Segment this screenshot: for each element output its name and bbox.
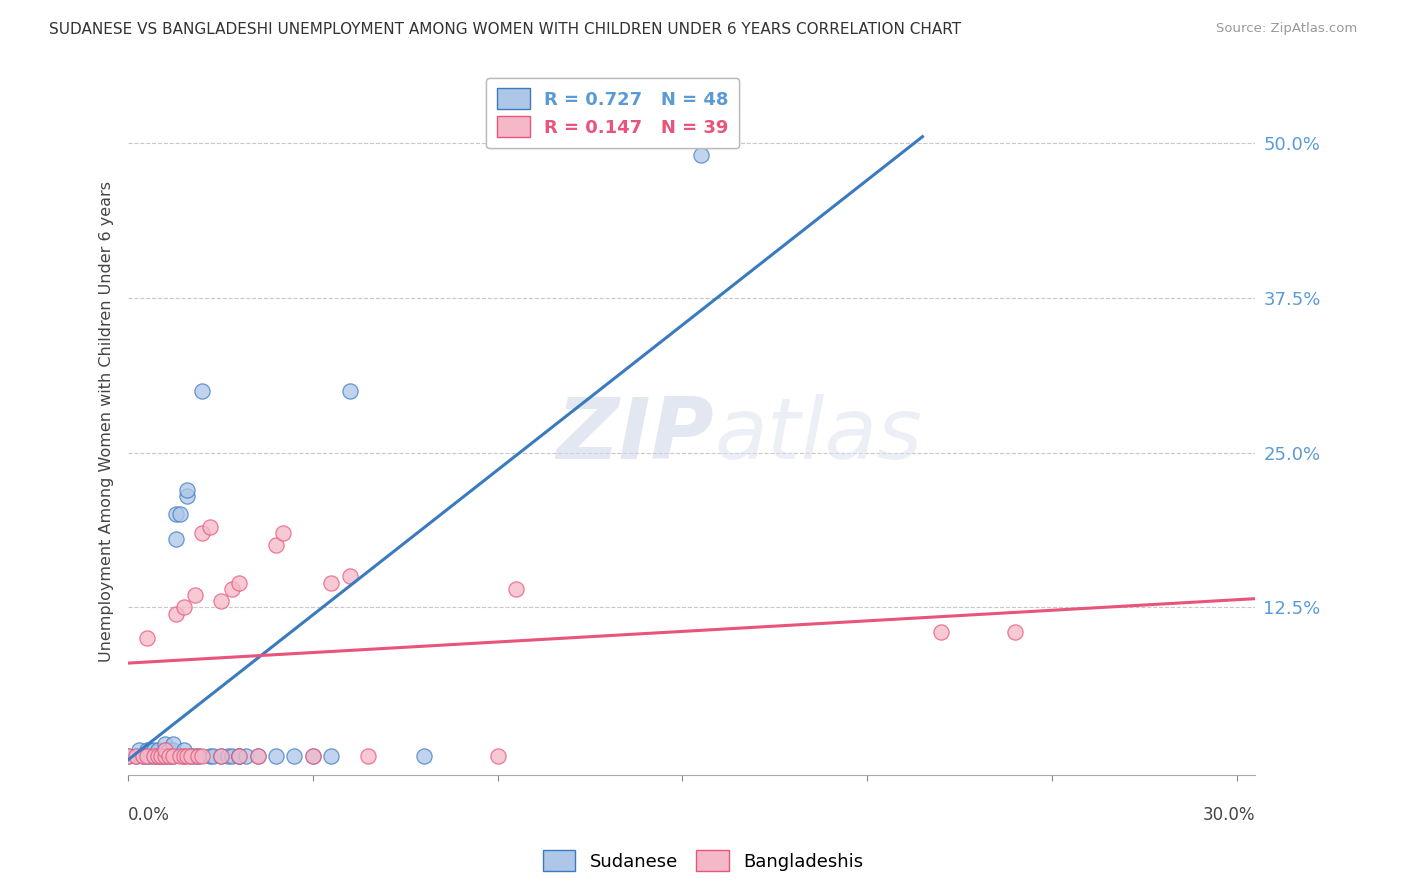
- Point: [191, 526, 214, 541]
- Point: [128, 743, 150, 757]
- Point: [124, 749, 146, 764]
- Text: Source: ZipAtlas.com: Source: ZipAtlas.com: [1216, 22, 1357, 36]
- Point: [228, 575, 250, 590]
- Point: [173, 600, 195, 615]
- Point: [198, 520, 221, 534]
- Point: [176, 489, 198, 503]
- Point: [124, 749, 146, 764]
- Point: [209, 594, 232, 608]
- Point: [339, 384, 361, 398]
- Point: [184, 749, 207, 764]
- Point: [150, 749, 173, 764]
- Point: [157, 749, 180, 764]
- Point: [117, 749, 139, 764]
- Point: [321, 575, 343, 590]
- Point: [339, 569, 361, 583]
- Point: [139, 749, 162, 764]
- Point: [283, 749, 305, 764]
- Point: [162, 749, 184, 764]
- Point: [173, 749, 195, 764]
- Point: [132, 749, 155, 764]
- Point: [505, 582, 527, 596]
- Point: [162, 737, 184, 751]
- Point: [264, 749, 287, 764]
- Point: [187, 749, 209, 764]
- Point: [169, 508, 191, 522]
- Point: [162, 743, 184, 757]
- Point: [153, 749, 176, 764]
- Point: [169, 749, 191, 764]
- Point: [157, 743, 180, 757]
- Point: [228, 749, 250, 764]
- Point: [143, 749, 166, 764]
- Point: [209, 749, 232, 764]
- Point: [180, 749, 202, 764]
- Point: [157, 749, 180, 764]
- Point: [153, 737, 176, 751]
- Point: [146, 749, 169, 764]
- Point: [689, 148, 711, 162]
- Point: [150, 749, 173, 764]
- Point: [321, 749, 343, 764]
- Text: atlas: atlas: [714, 394, 922, 477]
- Point: [146, 743, 169, 757]
- Point: [180, 749, 202, 764]
- Point: [165, 533, 187, 547]
- Point: [117, 749, 139, 764]
- Point: [132, 749, 155, 764]
- Point: [486, 749, 509, 764]
- Point: [412, 749, 434, 764]
- Y-axis label: Unemployment Among Women with Children Under 6 years: Unemployment Among Women with Children U…: [100, 181, 114, 662]
- Point: [929, 625, 952, 640]
- Point: [135, 632, 157, 646]
- Point: [217, 749, 239, 764]
- Legend: Sudanese, Bangladeshis: Sudanese, Bangladeshis: [536, 843, 870, 879]
- Point: [135, 743, 157, 757]
- Point: [228, 749, 250, 764]
- Point: [139, 743, 162, 757]
- Point: [228, 749, 250, 764]
- Point: [209, 749, 232, 764]
- Text: SUDANESE VS BANGLADESHI UNEMPLOYMENT AMONG WOMEN WITH CHILDREN UNDER 6 YEARS COR: SUDANESE VS BANGLADESHI UNEMPLOYMENT AMO…: [49, 22, 962, 37]
- Point: [1004, 625, 1026, 640]
- Point: [162, 749, 184, 764]
- Legend: R = 0.727   N = 48, R = 0.147   N = 39: R = 0.727 N = 48, R = 0.147 N = 39: [486, 78, 740, 148]
- Point: [146, 749, 169, 764]
- Point: [235, 749, 257, 764]
- Point: [143, 749, 166, 764]
- Point: [143, 743, 166, 757]
- Point: [153, 743, 176, 757]
- Point: [176, 483, 198, 497]
- Text: 30.0%: 30.0%: [1202, 806, 1256, 824]
- Point: [135, 749, 157, 764]
- Point: [187, 749, 209, 764]
- Point: [173, 749, 195, 764]
- Point: [246, 749, 269, 764]
- Point: [153, 743, 176, 757]
- Point: [191, 384, 214, 398]
- Point: [357, 749, 380, 764]
- Point: [135, 749, 157, 764]
- Point: [153, 749, 176, 764]
- Point: [302, 749, 325, 764]
- Point: [246, 749, 269, 764]
- Point: [198, 749, 221, 764]
- Point: [184, 588, 207, 602]
- Point: [221, 749, 243, 764]
- Point: [173, 743, 195, 757]
- Point: [202, 749, 225, 764]
- Point: [165, 508, 187, 522]
- Point: [302, 749, 325, 764]
- Point: [221, 582, 243, 596]
- Point: [176, 749, 198, 764]
- Point: [264, 538, 287, 552]
- Text: ZIP: ZIP: [557, 394, 714, 477]
- Point: [191, 749, 214, 764]
- Text: 0.0%: 0.0%: [128, 806, 170, 824]
- Point: [165, 607, 187, 621]
- Point: [273, 526, 295, 541]
